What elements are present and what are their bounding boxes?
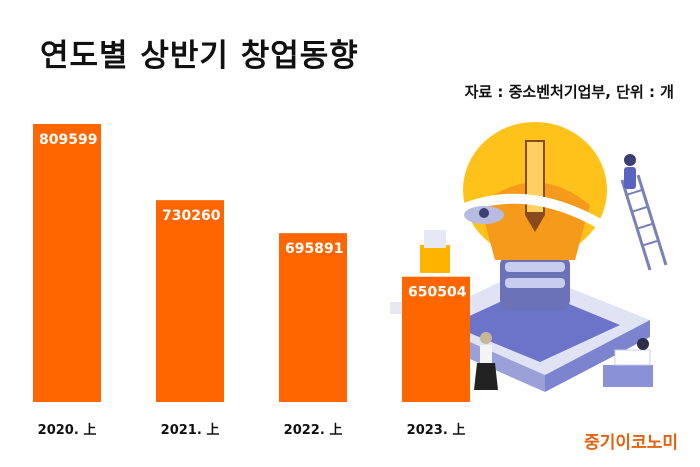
bar-2: [156, 200, 224, 402]
page-title: 연도별 상반기 창업동향: [40, 38, 359, 74]
brand-logo: 중기이코노미: [584, 433, 678, 453]
bar-4: [402, 276, 470, 402]
x-tick-label: 2023. 上: [407, 423, 466, 438]
bar-1: [33, 123, 101, 403]
bar-value-label: 730260: [162, 208, 221, 224]
lightbulb-illustration-icon: [390, 122, 668, 392]
bar-3: [279, 233, 347, 402]
bar-value-label: 695891: [285, 241, 343, 257]
bar-value-label: 650504: [408, 285, 467, 301]
x-tick-label: 2020. 上: [38, 423, 97, 438]
bar-value-label: 809599: [39, 132, 97, 148]
x-tick-label: 2022. 上: [284, 423, 343, 438]
source-note: 자료 : 중소벤처기업부, 단위 : 개: [464, 83, 674, 101]
x-tick-label: 2021. 上: [161, 423, 220, 438]
